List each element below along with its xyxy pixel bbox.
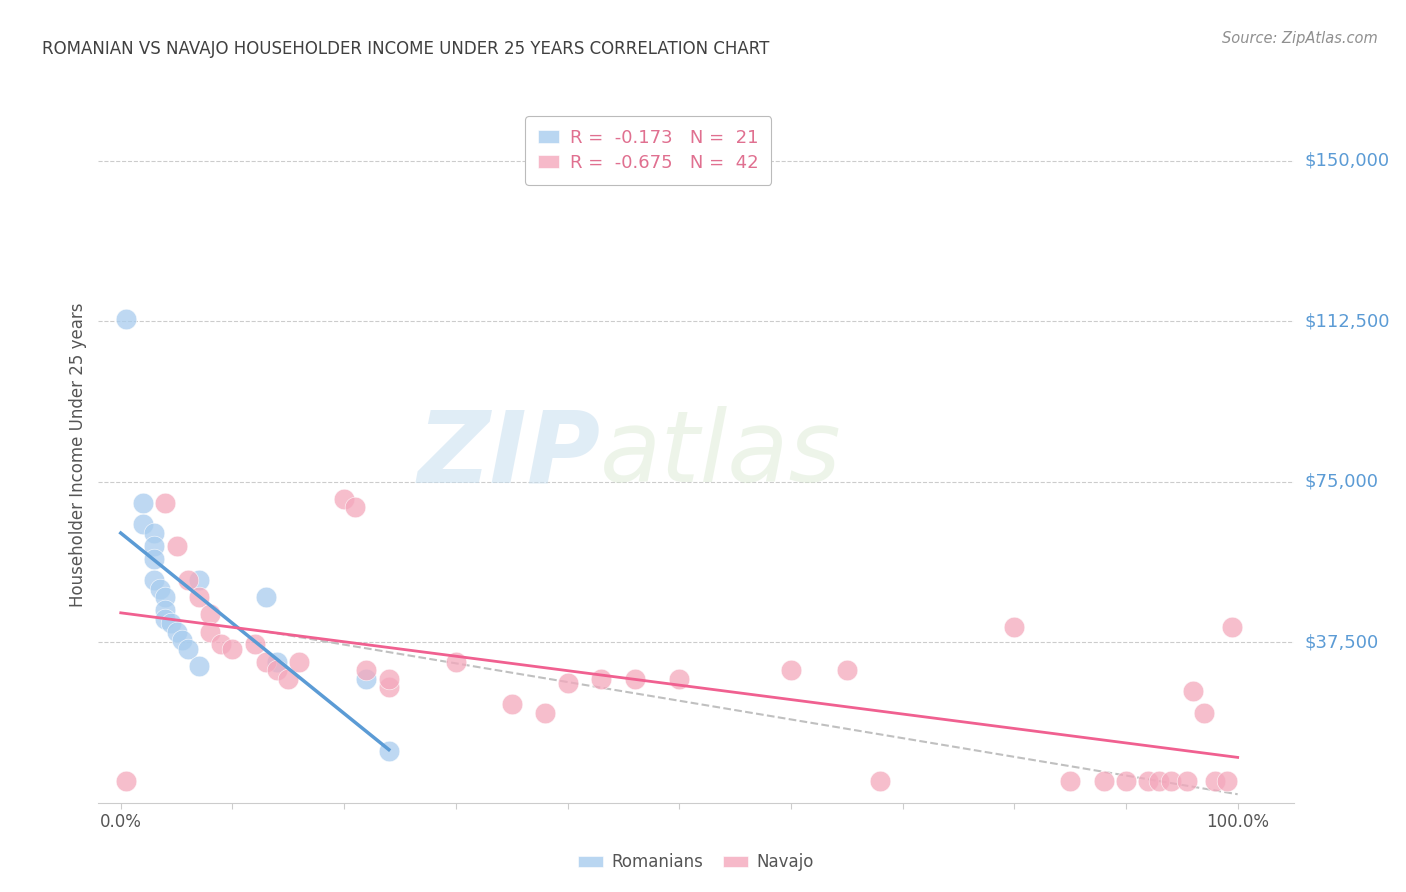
Point bbox=[221, 641, 243, 656]
Point bbox=[254, 591, 277, 605]
Point bbox=[187, 658, 209, 673]
Point bbox=[1137, 774, 1160, 789]
Point bbox=[869, 774, 891, 789]
Point bbox=[780, 663, 803, 677]
Text: ZIP: ZIP bbox=[418, 407, 600, 503]
Point bbox=[132, 517, 155, 532]
Point bbox=[266, 663, 288, 677]
Point bbox=[378, 680, 401, 694]
Point bbox=[288, 655, 311, 669]
Point bbox=[172, 633, 194, 648]
Point bbox=[187, 591, 209, 605]
Text: atlas: atlas bbox=[600, 407, 842, 503]
Point bbox=[534, 706, 557, 720]
Point bbox=[187, 573, 209, 587]
Point bbox=[132, 496, 155, 510]
Point bbox=[149, 582, 172, 596]
Point bbox=[333, 491, 356, 506]
Point bbox=[1059, 774, 1081, 789]
Text: Source: ZipAtlas.com: Source: ZipAtlas.com bbox=[1222, 31, 1378, 46]
Point bbox=[356, 663, 378, 677]
Point bbox=[177, 641, 200, 656]
Point bbox=[1192, 706, 1215, 720]
Point bbox=[668, 672, 690, 686]
Point bbox=[557, 676, 579, 690]
Point bbox=[243, 637, 266, 651]
Point bbox=[143, 539, 166, 553]
Point bbox=[143, 526, 166, 541]
Point bbox=[1220, 620, 1243, 634]
Point bbox=[209, 637, 232, 651]
Point bbox=[1177, 774, 1199, 789]
Point bbox=[198, 607, 221, 622]
Point bbox=[277, 672, 299, 686]
Point bbox=[1092, 774, 1115, 789]
Point bbox=[356, 672, 378, 686]
Point bbox=[155, 591, 177, 605]
Point bbox=[254, 655, 277, 669]
Point bbox=[1215, 774, 1237, 789]
Text: $150,000: $150,000 bbox=[1305, 152, 1389, 169]
Text: $112,500: $112,500 bbox=[1305, 312, 1391, 330]
Point bbox=[166, 539, 188, 553]
Point bbox=[501, 698, 523, 712]
Point bbox=[1115, 774, 1137, 789]
Point bbox=[155, 612, 177, 626]
Point bbox=[115, 312, 138, 326]
Text: $37,500: $37,500 bbox=[1305, 633, 1379, 651]
Point bbox=[155, 603, 177, 617]
Point bbox=[166, 624, 188, 639]
Point bbox=[155, 496, 177, 510]
Point bbox=[589, 672, 612, 686]
Point bbox=[143, 551, 166, 566]
Point bbox=[115, 774, 138, 789]
Point bbox=[160, 615, 183, 630]
Point bbox=[1182, 684, 1205, 698]
Point bbox=[444, 655, 467, 669]
Point bbox=[1160, 774, 1182, 789]
Point bbox=[198, 624, 221, 639]
Point bbox=[623, 672, 645, 686]
Point bbox=[835, 663, 858, 677]
Text: $75,000: $75,000 bbox=[1305, 473, 1379, 491]
Point bbox=[1149, 774, 1171, 789]
Point bbox=[143, 573, 166, 587]
Point bbox=[344, 500, 367, 515]
Y-axis label: Householder Income Under 25 years: Householder Income Under 25 years bbox=[69, 302, 87, 607]
Point bbox=[378, 744, 401, 758]
Point bbox=[266, 655, 288, 669]
Point bbox=[378, 672, 401, 686]
Point bbox=[1204, 774, 1226, 789]
Legend: Romanians, Navajo: Romanians, Navajo bbox=[571, 847, 821, 878]
Text: ROMANIAN VS NAVAJO HOUSEHOLDER INCOME UNDER 25 YEARS CORRELATION CHART: ROMANIAN VS NAVAJO HOUSEHOLDER INCOME UN… bbox=[42, 40, 769, 58]
Point bbox=[177, 573, 200, 587]
Point bbox=[1002, 620, 1025, 634]
